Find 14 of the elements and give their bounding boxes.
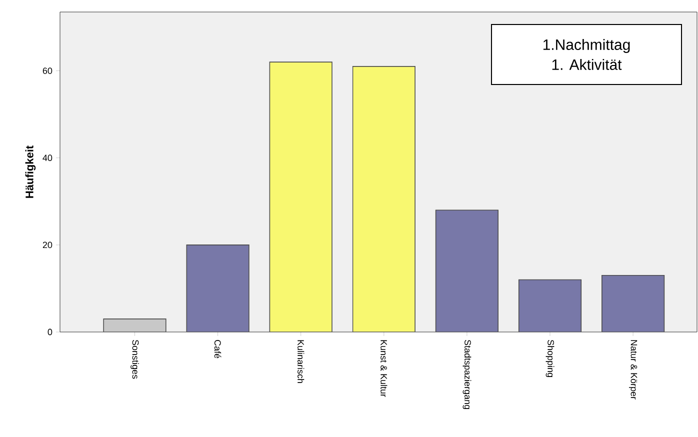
y-tick-label: 20: [42, 242, 52, 248]
annotation: 1.Nachmittag: [543, 38, 630, 53]
x-tick-label: Café: [214, 340, 222, 358]
annotation: 1. Aktivität: [552, 58, 622, 70]
y-axis-title: Häufigkeit: [25, 146, 36, 198]
x-tick-label: Kunst & Kultur: [380, 340, 388, 397]
y-tick-label: 0: [48, 328, 52, 336]
x-tick-label: Shopping: [546, 340, 554, 377]
y-tick-label: 60: [42, 68, 52, 74]
x-tick-label: Stadtspaziergang: [462, 340, 472, 409]
x-tick-label: Sonstiges: [130, 340, 139, 379]
x-tick-label: Kulinarisch: [298, 340, 304, 383]
x-tick-label: Natur & Körper: [629, 340, 638, 400]
y-tick-label: 40: [42, 154, 52, 162]
